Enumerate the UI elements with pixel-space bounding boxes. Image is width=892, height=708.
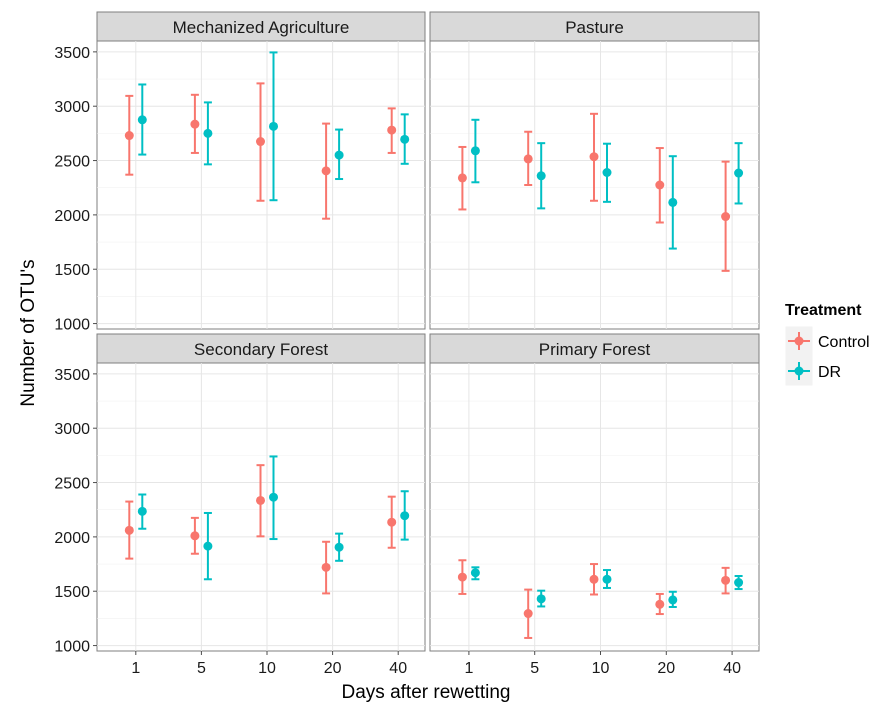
panel: Pasture [429, 11, 760, 330]
data-point [523, 609, 533, 619]
x-tick-label: 1 [131, 660, 140, 677]
data-point [387, 125, 397, 135]
data-point [137, 506, 147, 516]
x-axis-title: Days after rewetting [342, 682, 511, 703]
y-tick-label: 3000 [54, 99, 90, 116]
y-tick-label: 3500 [54, 45, 90, 62]
data-point [334, 150, 344, 160]
x-tick-label: 10 [592, 660, 610, 677]
x-axes: 1 5 10 20 40 1 5 10 20 40 [131, 651, 741, 677]
data-point [190, 531, 200, 541]
series-control [457, 112, 731, 272]
data-point [721, 575, 731, 585]
data-point [321, 562, 331, 572]
y-tick-label: 1500 [54, 262, 90, 279]
data-point [470, 146, 480, 156]
y-tick-label: 2000 [54, 530, 90, 547]
panel-strip [429, 333, 760, 364]
data-point [734, 578, 744, 588]
data-point [668, 595, 678, 605]
x-tick-label: 40 [389, 660, 407, 677]
panel-title: Mechanized Agriculture [173, 18, 350, 37]
series-control [457, 559, 731, 639]
data-point [137, 115, 147, 125]
y-tick-label: 1000 [54, 639, 90, 656]
data-point [400, 134, 410, 144]
x-tick-label: 20 [324, 660, 342, 677]
data-point [203, 541, 213, 551]
data-point [721, 212, 731, 222]
x-tick-label: 10 [258, 660, 276, 677]
x-tick-label: 20 [657, 660, 675, 677]
panel-background [429, 362, 760, 652]
legend-item-control: Control [788, 332, 870, 351]
data-point [589, 152, 599, 162]
y-tick-label: 2500 [54, 154, 90, 171]
data-point [190, 119, 200, 129]
legend-item-dr: DR [788, 362, 841, 381]
series-control [124, 464, 397, 595]
series-dr [137, 455, 410, 581]
data-point [256, 495, 265, 505]
panel-strip [429, 11, 760, 42]
panel: Primary Forest [429, 333, 760, 652]
data-point [334, 542, 344, 552]
panel-title: Secondary Forest [194, 340, 328, 359]
data-point [523, 154, 533, 164]
series-dr [470, 566, 744, 608]
y-tick-label: 2500 [54, 476, 90, 493]
data-point [457, 173, 467, 183]
data-point [269, 492, 278, 502]
data-point [668, 197, 678, 207]
data-point [470, 568, 480, 578]
x-tick-label: 1 [464, 660, 473, 677]
y-tick-label: 3000 [54, 421, 90, 438]
data-point [400, 511, 410, 521]
data-point [589, 574, 599, 584]
data-point [124, 131, 134, 141]
legend-label: DR [818, 364, 841, 381]
y-tick-label: 2000 [54, 208, 90, 225]
panel-strip [96, 11, 426, 42]
data-point [256, 137, 265, 147]
series-control [124, 82, 397, 220]
panels: Mechanized Agriculture Pasture Secondary F… [96, 11, 760, 652]
panel-title: Pasture [565, 18, 624, 37]
data-point [536, 594, 546, 604]
legend: Treatment Control DR [784, 302, 870, 387]
legend-label: Control [818, 334, 870, 351]
data-point [602, 574, 612, 584]
data-point [457, 572, 467, 582]
data-point [269, 121, 278, 131]
panel: Secondary Forest [96, 333, 426, 652]
data-point [321, 166, 331, 176]
y-tick-label: 1000 [54, 317, 90, 334]
x-tick-label: 40 [723, 660, 741, 677]
y-tick-label: 1500 [54, 584, 90, 601]
data-point [655, 180, 665, 190]
legend-swatch [794, 366, 804, 376]
legend-keys: Control DR [784, 325, 870, 387]
series-dr [470, 118, 744, 250]
panel-title: Primary Forest [539, 340, 651, 359]
series-dr [137, 51, 410, 202]
data-point [655, 599, 665, 609]
data-point [387, 517, 397, 527]
data-point [124, 525, 134, 535]
x-tick-label: 5 [197, 660, 206, 677]
y-axes: 1000 1500 2000 2500 3000 3500 1000 1500 2000 2500… [54, 45, 97, 656]
y-axis-title: Number of OTU's [18, 259, 39, 406]
panel-strip [96, 333, 426, 364]
panel: Mechanized Agriculture [96, 11, 426, 330]
data-point [602, 168, 612, 178]
x-tick-label: 5 [530, 660, 539, 677]
y-tick-label: 3500 [54, 367, 90, 384]
data-point [203, 128, 213, 138]
data-point [536, 171, 546, 181]
legend-swatch [794, 336, 804, 346]
legend-title: Treatment [785, 302, 862, 319]
data-point [734, 168, 744, 178]
